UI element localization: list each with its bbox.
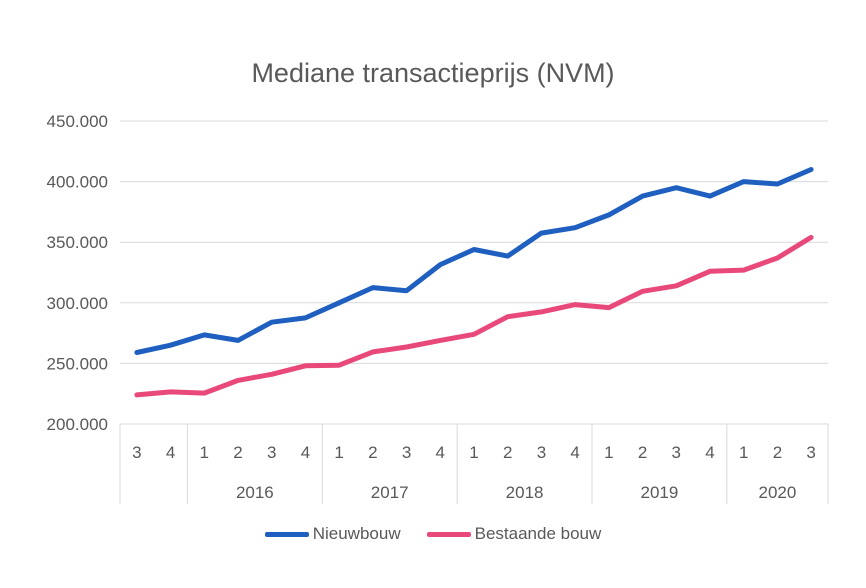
x-tick-label: 4 (705, 443, 714, 462)
x-tick-label: 3 (672, 443, 681, 462)
x-tick-label: 4 (166, 443, 175, 462)
x-tick-label: 3 (267, 443, 276, 462)
legend-item-nieuwbouw: Nieuwbouw (264, 524, 401, 544)
x-tick-label: 3 (537, 443, 546, 462)
x-tick-label: 3 (402, 443, 411, 462)
legend-swatch-bestaande-bouw (426, 531, 471, 537)
x-tick-label: 1 (469, 443, 478, 462)
legend-item-bestaande-bouw: Bestaande bouw (426, 524, 602, 544)
x-tick-label: 3 (806, 443, 815, 462)
x-tick-label: 3 (132, 443, 141, 462)
x-tick-label: 1 (200, 443, 209, 462)
legend-label-nieuwbouw: Nieuwbouw (312, 524, 401, 543)
x-tick-label: 1 (604, 443, 613, 462)
y-tick-label: 450.000 (47, 112, 108, 131)
x-group-label: 2019 (641, 483, 679, 502)
series-line-nieuwbouw (134, 167, 814, 355)
x-tick-label: 4 (301, 443, 310, 462)
y-tick-label: 250.000 (47, 354, 108, 373)
y-tick-label: 400.000 (47, 173, 108, 192)
x-group-label: 2017 (371, 483, 409, 502)
x-group-label: 2020 (759, 483, 797, 502)
x-tick-label: 2 (773, 443, 782, 462)
chart-title: Mediane transactieprijs (NVM) (251, 58, 615, 88)
x-tick-label: 2 (638, 443, 647, 462)
legend: Nieuwbouw Bestaande bouw (0, 524, 866, 544)
y-tick-label: 350.000 (47, 233, 108, 252)
x-tick-label: 2 (368, 443, 377, 462)
x-tick-label: 2 (503, 443, 512, 462)
line-chart: 200.000 250.000 300.000 350.000 400.000 450.0… (47, 112, 829, 504)
legend-label-bestaande-bouw: Bestaande bouw (474, 524, 602, 543)
x-tick-label: 2 (233, 443, 242, 462)
x-tick-label: 4 (570, 443, 579, 462)
x-tick-label: 1 (334, 443, 343, 462)
y-tick-label: 300.000 (47, 294, 108, 313)
series-line-bestaande-bouw (134, 234, 814, 398)
x-tick-label: 4 (436, 443, 445, 462)
x-group-label: 2018 (506, 483, 544, 502)
y-tick-label: 200.000 (47, 415, 108, 434)
x-tick-label: 1 (739, 443, 748, 462)
x-group-label: 2016 (236, 483, 274, 502)
legend-swatch-nieuwbouw (264, 531, 309, 537)
